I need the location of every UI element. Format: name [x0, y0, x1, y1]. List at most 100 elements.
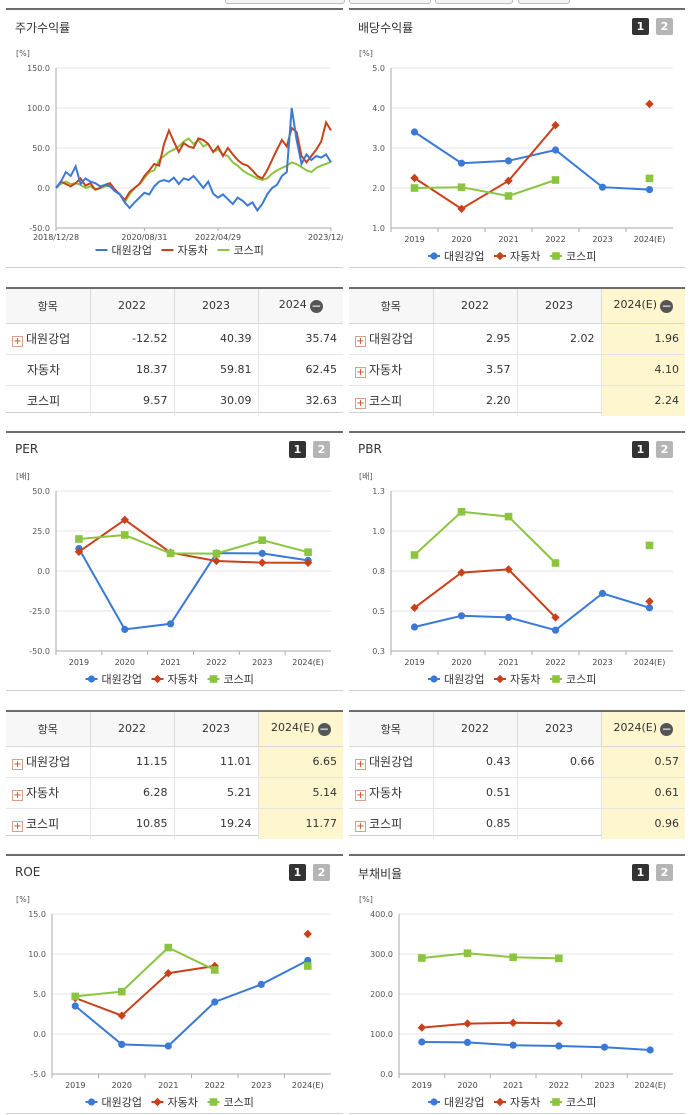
table-cell: 2.20 [432, 385, 517, 416]
series-line [413, 568, 557, 619]
data-point [71, 992, 80, 1001]
table-row: + 코스피 0.85 0.96 [349, 808, 685, 839]
series-line [78, 518, 309, 564]
y-tick-label: 100.0 [27, 104, 50, 113]
series-line [78, 533, 309, 555]
legend-marker [495, 674, 505, 684]
collapse-icon[interactable]: − [309, 299, 323, 314]
top-strip-pill[interactable] [349, 0, 431, 4]
row-label: + 코스피 [349, 808, 433, 839]
y-tick-label: 1.0 [372, 527, 385, 536]
top-strip-pill[interactable] [435, 0, 513, 4]
series-line [413, 510, 557, 564]
data-point [463, 1019, 472, 1028]
x-tick-label: 2022 [206, 658, 226, 667]
x-tick-label: 2024(E) [634, 235, 666, 244]
data-point [457, 612, 466, 620]
collapse-icon[interactable]: − [317, 722, 331, 737]
data-point [410, 128, 419, 136]
panel-per: PER 1 2 [배] 50.0 25.0 0.0 -25.0 -50.0 2019 2020… [6, 431, 343, 691]
period-button-2[interactable]: 2 [656, 18, 673, 35]
row-label: + 대원강업 [6, 746, 90, 778]
data-point [646, 1046, 654, 1054]
y-tick-label: 5.0 [33, 990, 46, 999]
table-cell: 2.02 [516, 323, 601, 355]
expand-icon[interactable]: + [355, 398, 366, 410]
expand-icon[interactable]: + [12, 821, 23, 833]
expand-icon[interactable]: + [355, 821, 366, 833]
row-label: 자동차 [6, 354, 90, 386]
period-button-1[interactable]: 1 [289, 864, 306, 881]
expand-icon[interactable]: + [12, 790, 23, 801]
expand-icon[interactable]: + [355, 367, 366, 378]
legend-label: 대원강업 [444, 673, 484, 685]
period-button-2[interactable]: 2 [313, 441, 330, 458]
collapse-icon[interactable]: − [660, 722, 674, 737]
row-label-text: 대원강업 [26, 755, 71, 769]
data-point [410, 173, 419, 183]
top-strip-pill[interactable] [225, 0, 345, 4]
expand-icon[interactable]: + [12, 336, 23, 347]
table-cell: 19.24 [173, 808, 258, 839]
table-cell [516, 808, 601, 839]
period-button-1[interactable]: 1 [632, 864, 649, 881]
table-cell: 32.63 [257, 385, 343, 416]
y-tick-label: 3.0 [372, 144, 385, 153]
column-header-2024e: 2024(E) − [257, 712, 343, 747]
y-tick-label: 5.0 [372, 64, 385, 73]
table-cell: 0.43 [432, 746, 517, 778]
table-cell: 6.65 [257, 746, 343, 778]
series-line [413, 131, 650, 191]
data-point [645, 604, 654, 612]
period-button-1[interactable]: 1 [632, 441, 649, 458]
chart-svg: [배]50.0 25.0 0.0 -25.0 -50.0 2019 2020 2021 2022… [16, 472, 331, 686]
data-point [457, 204, 466, 213]
data-point [118, 1040, 126, 1048]
data-point [645, 541, 654, 550]
period-button-2[interactable]: 2 [313, 864, 330, 881]
panel-pbr: PBR 1 2 [배] 1.3 1.0 0.8 0.5 0.3 2019 2020 2021 20… [349, 431, 685, 691]
column-header: 2022 [89, 289, 174, 324]
x-tick-label: 2022 [545, 658, 565, 667]
row-label: + 대원강업 [6, 323, 90, 355]
row-label-text: 자동차 [369, 363, 403, 377]
table-per: 항목 2022 2023 2024(E) − + 대원강업 11.15 11.01 … [6, 710, 343, 839]
period-button-1[interactable]: 1 [289, 441, 306, 458]
x-tick-label: 2018/12/28 [33, 233, 79, 242]
data-point [551, 613, 560, 622]
data-point [551, 626, 560, 634]
data-point [555, 1042, 563, 1050]
panel-title: 주가수익률 [15, 21, 71, 35]
expand-icon[interactable]: + [355, 790, 366, 801]
table-dividend-yield: 항목 2022 2023 2024(E) − + 대원강업 2.95 2.02 1.… [349, 287, 685, 416]
period-button-1[interactable]: 1 [632, 18, 649, 35]
legend-label: 자동차 [510, 250, 540, 262]
collapse-icon[interactable]: − [660, 299, 674, 314]
period-button-2[interactable]: 2 [656, 864, 673, 881]
expand-icon[interactable]: + [355, 336, 366, 347]
top-strip-pill[interactable] [518, 0, 570, 4]
legend-marker [552, 675, 560, 683]
expand-icon[interactable]: + [355, 759, 366, 770]
row-label-text: 자동차 [369, 786, 403, 800]
panel-title: PBR [358, 442, 382, 456]
x-tick-label: 2024(E) [634, 1081, 666, 1090]
column-header: 항목 [6, 289, 90, 324]
table-row: + 대원강업 2.95 2.02 1.96 [349, 323, 685, 355]
expand-icon[interactable]: + [12, 759, 23, 770]
row-label: + 코스피 [349, 385, 433, 416]
legend-marker [495, 1097, 505, 1107]
table-cell: -12.52 [89, 323, 174, 355]
table-cell: 0.85 [432, 808, 517, 839]
dividend-yield-chart: [%] 5.0 4.0 3.0 2.0 1.0 2019 2020 2021 2022 2023 20… [349, 38, 685, 266]
period-button-2[interactable]: 2 [656, 441, 673, 458]
data-point [555, 954, 563, 963]
legend-label: 대원강업 [112, 244, 152, 257]
y-tick-label: 1.0 [372, 224, 385, 233]
data-point [551, 146, 560, 154]
table-cell: 0.57 [600, 746, 685, 778]
data-point [303, 962, 312, 970]
panel-title: PER [15, 442, 39, 456]
row-label-text: 코스피 [369, 394, 403, 409]
legend-label: 자동차 [510, 673, 540, 685]
